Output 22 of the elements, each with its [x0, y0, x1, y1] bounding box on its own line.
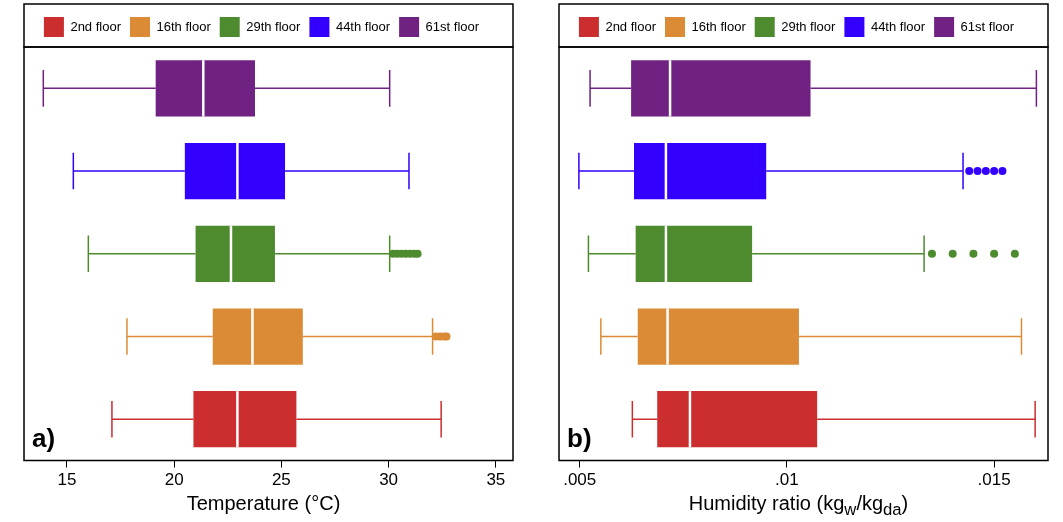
annotation: a) — [32, 422, 56, 453]
x-tick-label: 15 — [57, 470, 77, 490]
legend-label: 2nd floor — [605, 18, 657, 34]
legend-label: 44th floor — [870, 18, 926, 34]
legend-label: 29th floor — [781, 18, 837, 34]
legend-label: 16th floor — [156, 18, 212, 34]
legend-label: 44th floor — [335, 18, 391, 34]
legend-label: 16th floor — [691, 18, 747, 34]
legend-label: 61st floor — [960, 18, 1015, 34]
x-tick-label: .015 — [977, 470, 1011, 490]
x-tick-label: 30 — [379, 470, 399, 490]
x-axis-title: Humidity ratio (kg$_{w}$/kg$_{da}$) — [687, 492, 910, 520]
x-tick-label: .005 — [563, 470, 597, 490]
legend-label: 2nd floor — [70, 18, 122, 34]
x-axis-title: Temperature (°C) — [185, 492, 342, 515]
x-tick-label: 35 — [486, 470, 506, 490]
x-tick-label: .01 — [775, 470, 799, 490]
legend-label: 61st floor — [425, 18, 480, 34]
x-tick-label: 25 — [271, 470, 291, 490]
annotation: b) — [567, 422, 592, 453]
x-tick-label: 20 — [164, 470, 184, 490]
legend-label: 29th floor — [246, 18, 302, 34]
